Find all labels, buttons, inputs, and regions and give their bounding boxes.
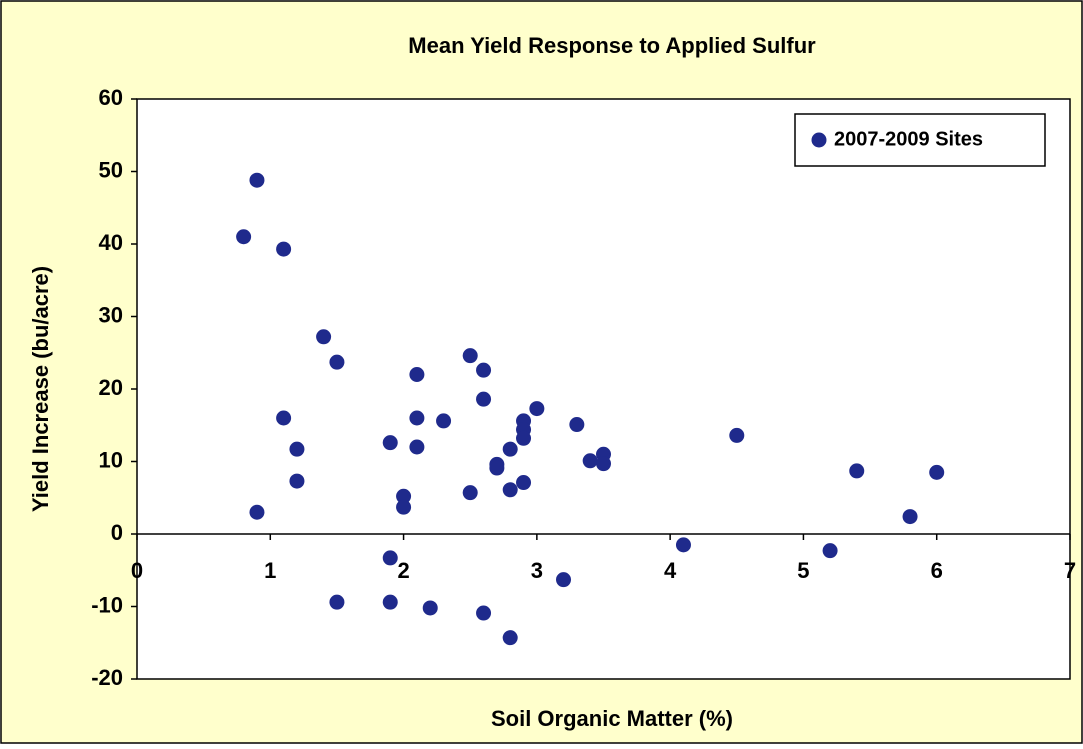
y-tick-label: -10 [91,592,123,617]
point [582,453,598,469]
point [502,441,518,457]
legend-box [794,113,1046,167]
point [382,550,398,566]
point [249,172,265,188]
point [902,509,918,525]
x-tick-label: 5 [797,558,809,583]
point [502,482,518,498]
legend-label: 2007-2009 Sites [834,128,983,150]
point [276,241,292,257]
x-tick-label: 0 [131,558,143,583]
y-tick-label: 30 [99,302,123,327]
point [382,435,398,451]
x-tick-label: 3 [531,558,543,583]
point [476,605,492,621]
point [329,354,345,370]
chart-title: Mean Yield Response to Applied Sulfur [408,33,816,58]
point [476,362,492,378]
point [675,537,691,553]
point [289,473,305,489]
point [289,441,305,457]
plot-area [136,98,1071,680]
x-tick-label: 6 [931,558,943,583]
point [929,464,945,480]
y-tick-label: -20 [91,665,123,690]
point [516,430,532,446]
y-tick-label: 60 [99,85,123,110]
x-tick-label: 4 [664,558,677,583]
point [276,410,292,426]
point [516,475,532,491]
point [382,594,398,610]
point [396,499,412,515]
y-tick-label: 10 [99,447,123,472]
point [822,543,838,559]
point [236,229,252,245]
point [569,417,585,433]
point [316,329,332,345]
x-tick-label: 2 [397,558,409,583]
point [476,391,492,407]
y-tick-label: 0 [111,520,123,545]
y-tick-label: 50 [99,157,123,182]
point [489,460,505,476]
x-tick-label: 1 [264,558,276,583]
point [422,600,438,616]
point [502,630,518,646]
point [409,367,425,382]
point [729,427,745,443]
point [436,413,452,429]
point [409,439,425,455]
point [329,594,345,610]
point [249,504,265,520]
y-tick-label: 20 [99,375,123,400]
point [556,572,572,588]
legend-marker [811,132,827,148]
point [462,485,478,501]
point [396,488,412,504]
point [462,348,478,364]
y-tick-label: 40 [99,230,123,255]
x-tick-label: 7 [1064,558,1076,583]
point [529,401,545,417]
y-axis-label: Yield Increase (bu/acre) [28,266,53,512]
x-axis-label: Soil Organic Matter (%) [491,706,733,731]
point [596,456,611,472]
point [849,463,865,479]
point [409,410,425,426]
